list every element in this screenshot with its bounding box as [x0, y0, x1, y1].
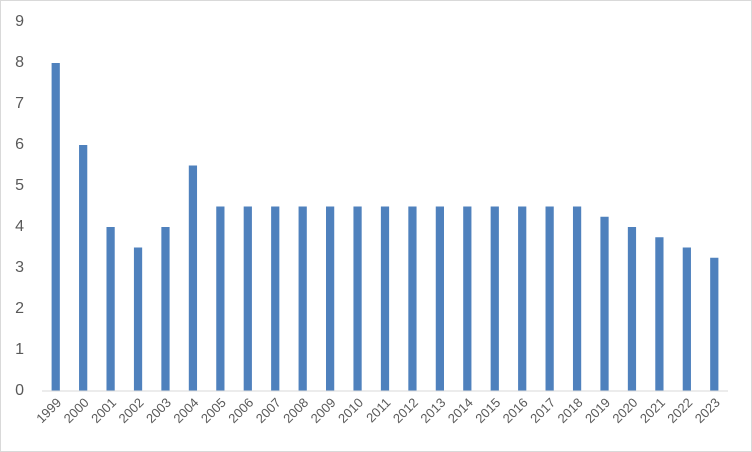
y-tick-label: 1	[15, 341, 24, 358]
bar	[133, 247, 143, 391]
bar	[380, 206, 390, 391]
bar	[435, 206, 444, 391]
y-tick-label: 9	[15, 13, 24, 30]
bar	[627, 227, 637, 391]
bar	[682, 247, 691, 391]
bar	[326, 206, 335, 391]
bar	[518, 206, 527, 391]
bar	[710, 257, 719, 391]
bar	[353, 206, 362, 391]
y-tick-label: 2	[15, 300, 24, 317]
bar	[188, 165, 198, 391]
y-tick-label: 6	[15, 136, 24, 153]
bar	[161, 227, 170, 391]
bar	[545, 206, 554, 391]
bar	[216, 206, 225, 391]
bar	[572, 206, 582, 391]
y-tick-label: 0	[15, 382, 24, 399]
bar	[600, 216, 609, 391]
bar	[79, 145, 88, 391]
bar	[408, 206, 417, 391]
y-tick-label: 7	[15, 95, 24, 112]
bar	[106, 227, 115, 391]
bar	[51, 63, 60, 391]
bar	[298, 206, 307, 391]
bar	[463, 206, 472, 391]
bar	[655, 237, 664, 391]
y-tick-label: 4	[15, 218, 24, 235]
bar	[490, 206, 499, 391]
y-tick-label: 5	[15, 177, 24, 194]
y-tick-label: 8	[15, 54, 24, 71]
bar	[243, 206, 252, 391]
bar	[271, 206, 280, 391]
y-tick-label: 3	[15, 259, 24, 276]
